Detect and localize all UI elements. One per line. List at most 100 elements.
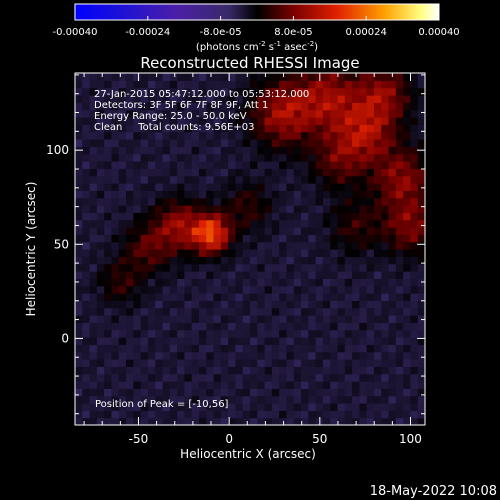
heatmap-cell [126, 117, 134, 125]
heatmap-cell [352, 307, 360, 316]
heatmap-cell [155, 293, 164, 301]
heatmap-cell [264, 366, 273, 375]
heatmap-cell [147, 161, 156, 169]
heatmap-cell [344, 263, 353, 272]
heatmap-cell [395, 293, 404, 301]
heatmap-cell [417, 410, 425, 419]
heatmap-cell [206, 337, 215, 345]
heatmap-cell [322, 131, 331, 140]
heatmap-cell [322, 271, 331, 279]
heatmap-cell [366, 227, 375, 235]
heatmap-cell [264, 117, 273, 125]
heatmap-cell [162, 417, 171, 425]
heatmap-cell [366, 256, 375, 265]
heatmap-cell [330, 263, 339, 272]
heatmap-cell [96, 161, 105, 169]
heatmap-cell [344, 285, 353, 294]
heatmap-cell [104, 219, 113, 228]
heatmap-cell [228, 241, 237, 250]
heatmap-cell [344, 95, 353, 103]
heatmap-cell [242, 161, 251, 169]
heatmap-cell [126, 146, 134, 155]
heatmap-cell [228, 80, 237, 89]
heatmap-cell [366, 278, 375, 287]
heatmap-cell [308, 359, 317, 367]
heatmap-cell [206, 80, 215, 89]
heatmap-cell [359, 410, 368, 419]
heatmap-cell [242, 175, 251, 184]
heatmap-cell [337, 153, 346, 162]
heatmap-cell [104, 417, 113, 425]
heatmap-cell [191, 351, 200, 360]
heatmap-cell [337, 95, 346, 103]
heatmap-cell [264, 359, 273, 367]
heatmap-cell [366, 329, 375, 338]
heatmap-cell [344, 337, 353, 345]
heatmap-cell [213, 307, 222, 316]
heatmap-cell [242, 80, 251, 89]
heatmap-cell [96, 205, 105, 213]
heatmap-cell [366, 131, 375, 140]
heatmap-cell [322, 80, 331, 89]
heatmap-cell [75, 300, 83, 309]
heatmap-cell [293, 190, 302, 199]
heatmap-cell [235, 80, 244, 89]
heatmap-cell [126, 307, 134, 316]
heatmap-cell [293, 344, 302, 353]
heatmap-cell [206, 329, 215, 338]
heatmap-cell [198, 131, 207, 140]
heatmap-cell [388, 175, 397, 184]
heatmap-cell [352, 337, 360, 345]
heatmap-cell [75, 124, 83, 133]
heatmap-cell [133, 403, 142, 411]
heatmap-cell [104, 227, 113, 235]
heatmap-cell [96, 403, 105, 411]
heatmap-cell [264, 161, 273, 169]
heatmap-cell [133, 366, 142, 375]
heatmap-cell [206, 300, 215, 309]
heatmap-cell [344, 300, 353, 309]
heatmap-cell [133, 293, 142, 301]
heatmap-cell [235, 227, 244, 235]
heatmap-cell [250, 212, 258, 221]
heatmap-cell [337, 351, 346, 360]
heatmap-cell [257, 256, 266, 265]
peak-label: Position of Peak = [-10,56] [95, 399, 229, 410]
heatmap-cell [213, 102, 222, 111]
heatmap-cell [147, 285, 156, 294]
heatmap-cell [264, 395, 273, 404]
heatmap-cell [322, 139, 331, 147]
heatmap-cell [242, 293, 251, 301]
heatmap-cell [395, 322, 404, 331]
heatmap-cell [133, 73, 142, 81]
heatmap-cell [381, 234, 390, 243]
heatmap-cell [89, 373, 98, 382]
heatmap-cell [264, 278, 273, 287]
heatmap-cell [366, 285, 375, 294]
heatmap-cell [271, 285, 280, 294]
heatmap-cell [126, 395, 134, 404]
heatmap-cell [213, 285, 222, 294]
heatmap-cell [140, 322, 149, 331]
heatmap-cell [344, 278, 353, 287]
heatmap-cell [126, 293, 134, 301]
heatmap-cell [140, 227, 149, 235]
heatmap-cell [344, 344, 353, 353]
heatmap-cell [140, 403, 149, 411]
heatmap-cell [257, 300, 266, 309]
heatmap-cell [228, 395, 237, 404]
heatmap-cell [301, 234, 309, 243]
heatmap-cell [359, 271, 368, 279]
heatmap-cell [96, 351, 105, 360]
heatmap-cell [257, 219, 266, 228]
heatmap-cell [250, 87, 258, 96]
heatmap-cell [264, 344, 273, 353]
heatmap-cell [140, 109, 149, 118]
heatmap-cell [155, 153, 164, 162]
heatmap-cell [111, 300, 120, 309]
heatmap-cell [96, 315, 105, 323]
heatmap-cell [286, 381, 295, 389]
heatmap-cell [82, 161, 91, 169]
heatmap-cell [140, 285, 149, 294]
heatmap-cell [235, 102, 244, 111]
